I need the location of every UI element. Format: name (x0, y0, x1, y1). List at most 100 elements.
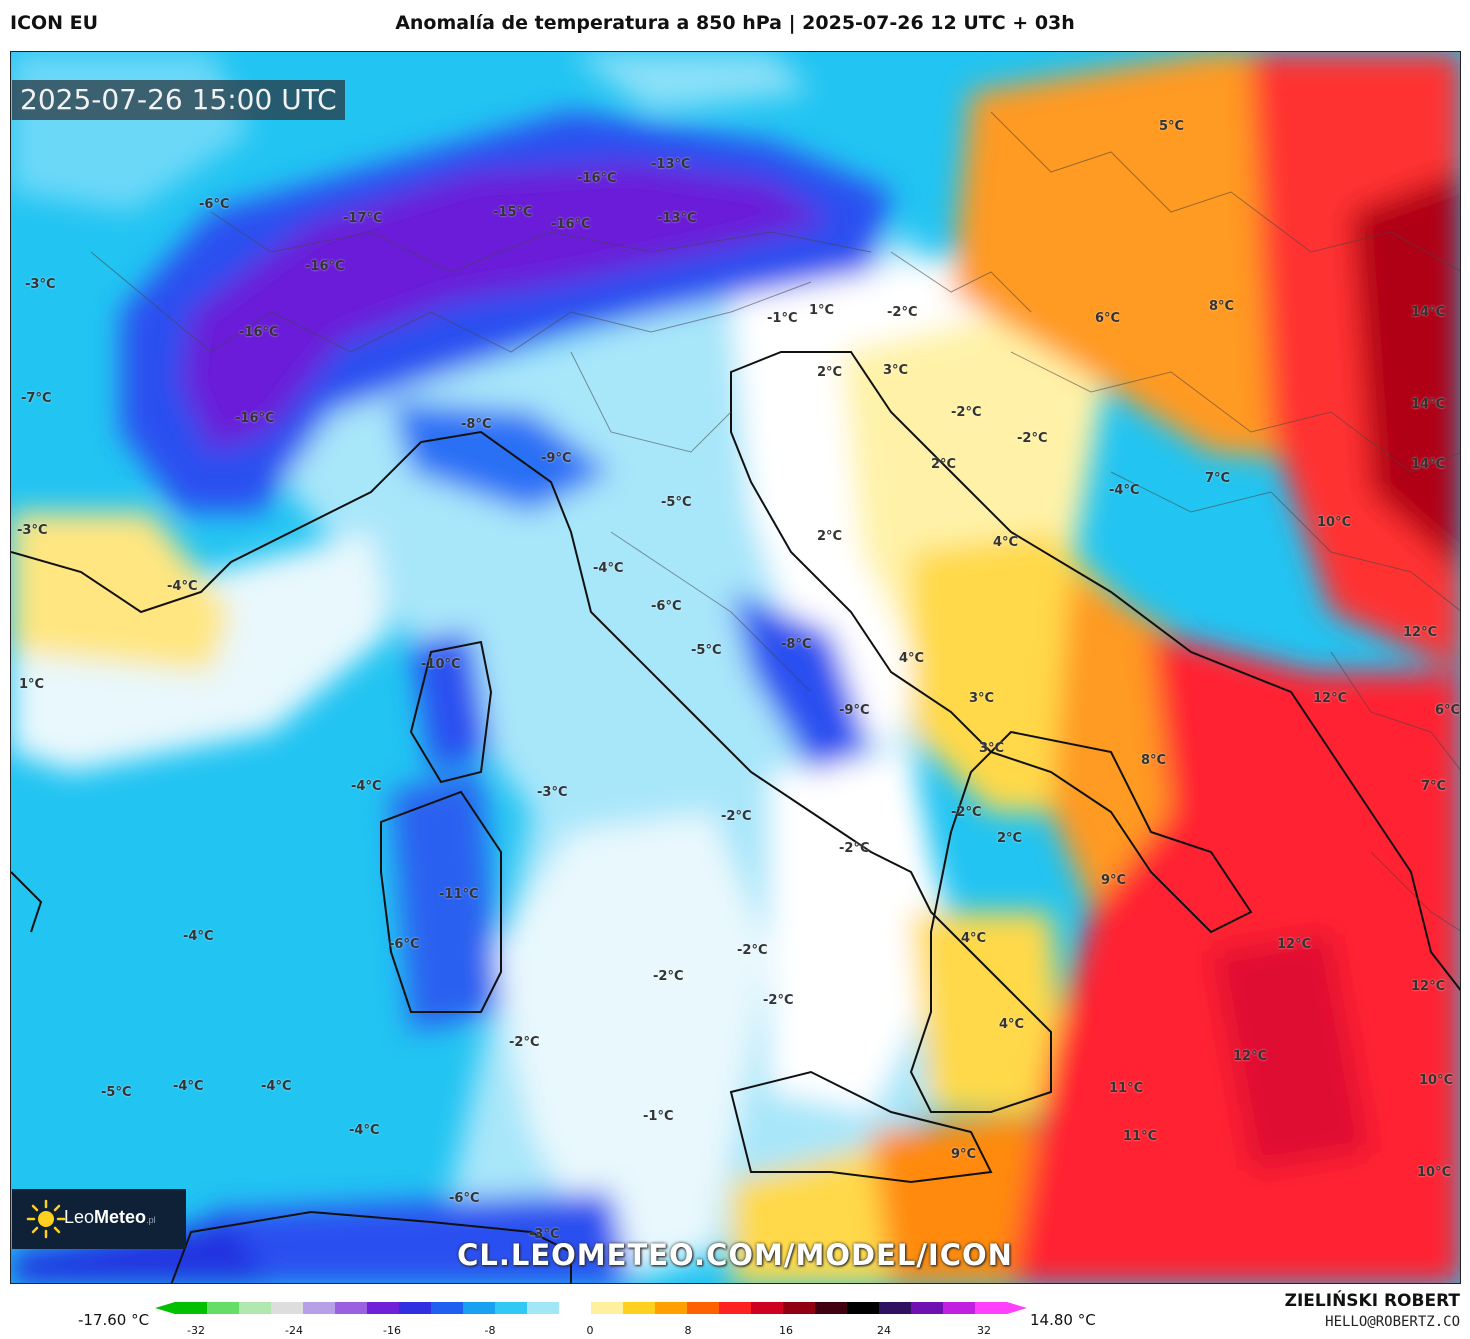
color-scale-segment (175, 1302, 208, 1314)
temperature-label: -9°C (541, 451, 572, 466)
map-canvas (11, 52, 1460, 1283)
color-scale-segment (943, 1302, 976, 1314)
temperature-label: -13°C (657, 211, 697, 226)
temperature-label: -16°C (551, 217, 591, 232)
color-scale-segment (783, 1302, 816, 1314)
temperature-label: 7°C (1205, 471, 1231, 486)
temperature-label: 11°C (1109, 1081, 1144, 1096)
temperature-label: -4°C (1109, 483, 1140, 498)
temperature-label: 4°C (961, 931, 987, 946)
temperature-label: -13°C (651, 157, 691, 172)
temperature-label: -2°C (737, 943, 768, 958)
model-name: ICON EU (10, 12, 99, 34)
temperature-label: 10°C (1419, 1073, 1454, 1088)
temperature-label: 4°C (993, 535, 1019, 550)
temperature-label: 6°C (1435, 703, 1461, 718)
temperature-label: -2°C (1017, 431, 1048, 446)
legend-min-value: -17.60 °C (78, 1311, 150, 1329)
temperature-label: 3°C (883, 363, 909, 378)
anomaly-map[interactable]: -6°C -17°C -16°C -15°C -16°C -13°C -13°C -16°C -… (10, 51, 1461, 1284)
temperature-label: -1°C (767, 311, 798, 326)
color-scale-segment (207, 1302, 240, 1314)
color-scale-segment (463, 1302, 496, 1314)
color-scale-segment (687, 1302, 720, 1314)
temperature-label: -16°C (305, 259, 345, 274)
temperature-label: -5°C (661, 495, 692, 510)
temperature-label: -2°C (951, 405, 982, 420)
temperature-label: -4°C (349, 1123, 380, 1138)
temperature-label: -4°C (183, 929, 214, 944)
color-scale-segment (431, 1302, 464, 1314)
temperature-label: -2°C (509, 1035, 540, 1050)
temperature-label: -2°C (951, 805, 982, 820)
scale-tick-label: 8 (684, 1324, 692, 1337)
scale-max-arrow (1007, 1302, 1027, 1314)
temperature-label: 8°C (1209, 299, 1235, 314)
temperature-label: -4°C (261, 1079, 292, 1094)
temperature-label: -3°C (17, 523, 48, 538)
color-scale-segment (879, 1302, 912, 1314)
temperature-label: -2°C (839, 841, 870, 856)
temperature-label: -11°C (439, 887, 479, 902)
leometeo-logo[interactable]: LeoMeteo.pl (12, 1189, 186, 1249)
author-name: ZIELIŃSKI ROBERT (1284, 1291, 1460, 1311)
temperature-label: -2°C (763, 993, 794, 1008)
temperature-label: -15°C (493, 205, 533, 220)
temperature-label: -6°C (389, 937, 420, 952)
temperature-label: -8°C (461, 417, 492, 432)
temperature-label: 4°C (899, 651, 925, 666)
author-email[interactable]: HELLO@ROBERTZ.CO (1325, 1314, 1460, 1330)
temperature-label: -2°C (653, 969, 684, 984)
temperature-label: 1°C (19, 677, 45, 692)
temperature-label: 6°C (1095, 311, 1121, 326)
temperature-label: 12°C (1277, 937, 1312, 952)
temperature-label: -17°C (343, 211, 383, 226)
color-scale-segment (975, 1302, 1008, 1314)
scale-tick-label: 0 (586, 1324, 594, 1337)
legend-max-value: 14.80 °C (1030, 1311, 1096, 1329)
color-scale-segment (591, 1302, 624, 1314)
scale-tick-label: 32 (977, 1324, 991, 1337)
temperature-label: 5°C (1159, 119, 1185, 134)
scale-tick-label: 24 (877, 1324, 891, 1337)
temperature-label: 9°C (951, 1147, 977, 1162)
scale-min-arrow (155, 1302, 175, 1314)
color-scale-segment (847, 1302, 880, 1314)
temperature-label: -16°C (577, 171, 617, 186)
temperature-label: 14°C (1411, 457, 1446, 472)
temperature-label: 1°C (809, 303, 835, 318)
color-scale-segment (527, 1302, 560, 1314)
temperature-label: -7°C (21, 391, 52, 406)
coastlines (11, 351, 1460, 1283)
temperature-label: -16°C (235, 411, 275, 426)
temperature-label: -1°C (643, 1109, 674, 1124)
color-scale-segment (271, 1302, 304, 1314)
scale-tick-label: -8 (484, 1324, 496, 1337)
temperature-label: -2°C (721, 809, 752, 824)
temperature-label: 10°C (1417, 1165, 1452, 1180)
temperature-label: 3°C (979, 741, 1005, 756)
color-scale-segment (719, 1302, 752, 1314)
temperature-label: -3°C (537, 785, 568, 800)
temperature-label: 12°C (1233, 1049, 1268, 1064)
valid-time: 2025-07-26 15:00 UTC (12, 80, 345, 120)
color-scale-segment (303, 1302, 336, 1314)
color-scale-segment (655, 1302, 688, 1314)
temperature-label: -6°C (449, 1191, 480, 1206)
temperature-label: -6°C (651, 599, 682, 614)
temperature-label: -8°C (781, 637, 812, 652)
sun-icon (26, 1199, 66, 1239)
temperature-label: 9°C (1101, 873, 1127, 888)
color-scale-segment (751, 1302, 784, 1314)
temperature-label: -5°C (691, 643, 722, 658)
temperature-label: 11°C (1123, 1129, 1158, 1144)
temperature-label: 2°C (997, 831, 1023, 846)
color-scale-segment (367, 1302, 400, 1314)
temperature-label: 8°C (1141, 753, 1167, 768)
temperature-label: 4°C (999, 1017, 1025, 1032)
temperature-label: -16°C (239, 325, 279, 340)
temperature-label: -4°C (167, 579, 198, 594)
temperature-label: 10°C (1317, 515, 1352, 530)
temperature-label: -3°C (25, 277, 56, 292)
source-url[interactable]: CL.LEOMETEO.COM/MODEL/ICON (457, 1238, 1013, 1272)
